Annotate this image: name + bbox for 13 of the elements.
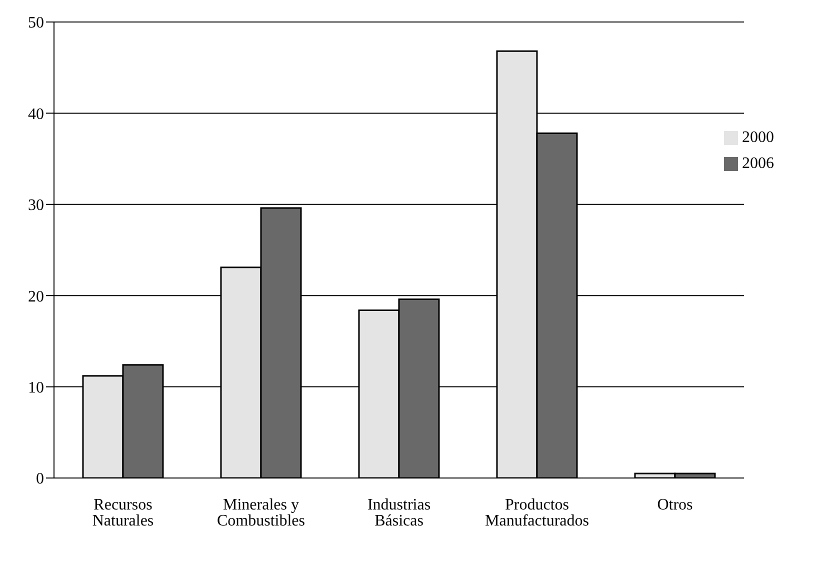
x-tick-label: Industrias Básicas (367, 496, 431, 530)
y-tick-label: 10 (28, 379, 44, 396)
y-tick-label: 40 (28, 106, 44, 123)
y-tick-label: 30 (28, 197, 44, 214)
y-tick-label: 0 (36, 470, 44, 488)
legend-label: 2006 (742, 155, 774, 172)
x-tick-label: Otros (657, 496, 693, 514)
legend-label: 2000 (742, 129, 774, 146)
x-tick-label: Recursos Naturales (92, 496, 154, 530)
x-tick-label: Productos Manufacturados (485, 496, 589, 530)
y-tick-label: 20 (28, 288, 44, 306)
x-tick-label: Minerales y Combustibles (216, 496, 306, 530)
y-tick-label: 50 (28, 14, 44, 32)
